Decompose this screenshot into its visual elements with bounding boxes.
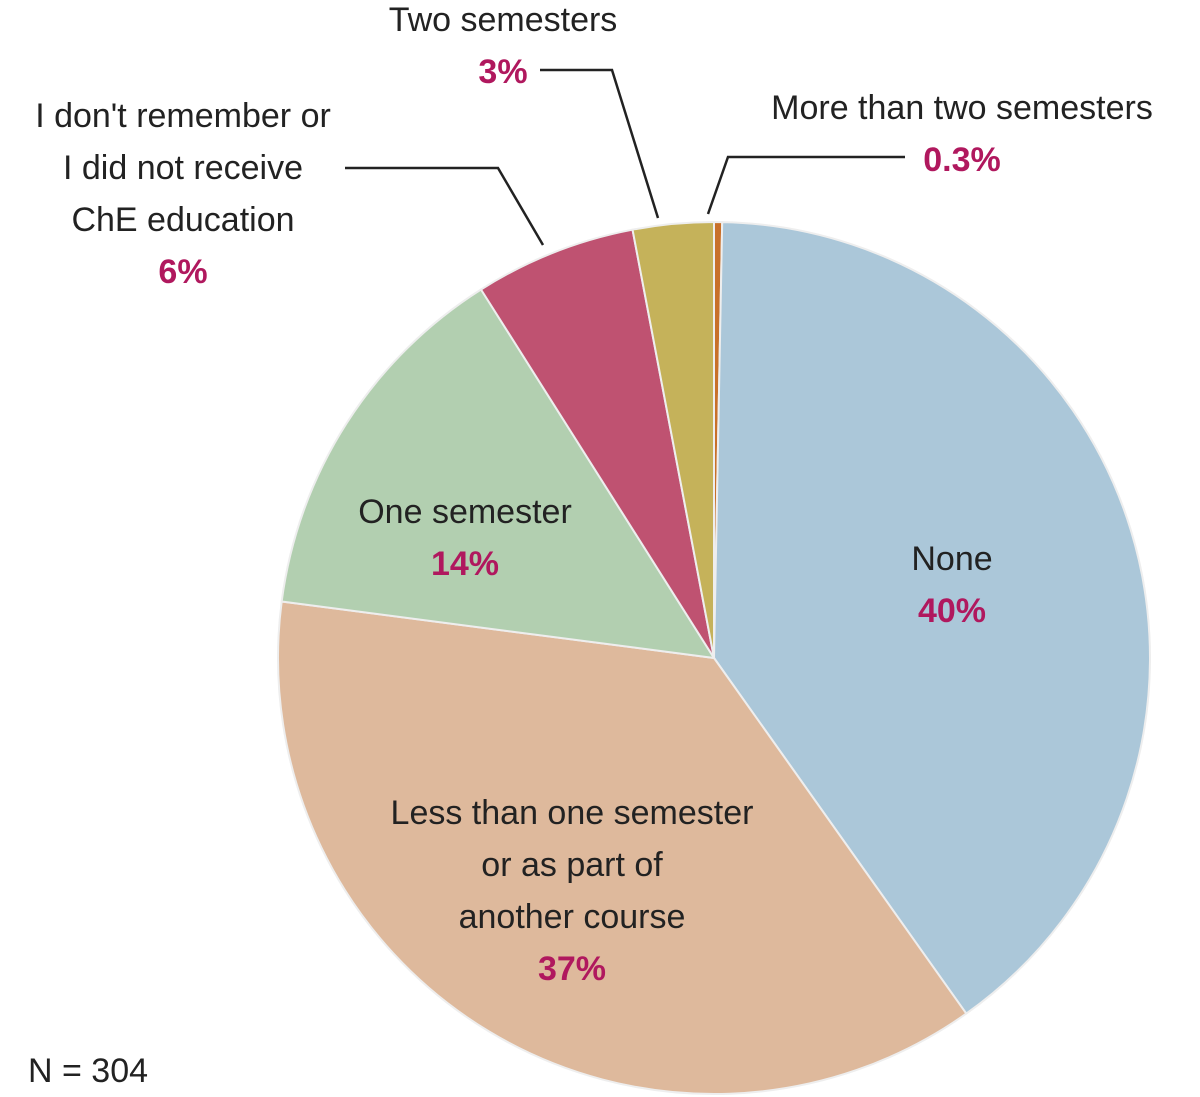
slice-label: None 40% xyxy=(822,533,1082,637)
category-label: Less than one semester or as part of ano… xyxy=(390,794,754,936)
pie-slice xyxy=(479,228,715,659)
value-label: 37% xyxy=(537,950,607,988)
leader-line xyxy=(345,166,545,246)
category-label: One semester xyxy=(358,493,572,531)
value-label: 40% xyxy=(917,592,987,630)
value-label: 14% xyxy=(430,545,500,583)
leader-line xyxy=(540,68,660,219)
value-label: 0.3% xyxy=(923,141,1001,179)
value-label: 6% xyxy=(158,253,208,291)
slice-label: Less than one semester or as part of ano… xyxy=(332,787,812,995)
pie-slice xyxy=(712,221,1152,1015)
slice-label: I don't remember or I did not receive Ch… xyxy=(0,90,373,298)
sample-size-note: N = 304 xyxy=(28,1052,149,1090)
pie-slice xyxy=(631,220,715,659)
slice-label: Two semesters 3% xyxy=(343,0,663,98)
value-label: 3% xyxy=(478,53,528,91)
category-label: Two semesters xyxy=(388,1,618,39)
category-label: I don't remember or I did not receive Ch… xyxy=(35,97,331,239)
category-label: None xyxy=(911,540,993,578)
leader-line xyxy=(706,155,905,215)
slice-label: More than two semesters 0.3% xyxy=(702,82,1200,186)
pie-slice xyxy=(277,600,968,1095)
category-label: More than two semesters xyxy=(771,89,1153,127)
pie-slice xyxy=(280,288,716,660)
slice-label: One semester 14% xyxy=(305,486,625,590)
